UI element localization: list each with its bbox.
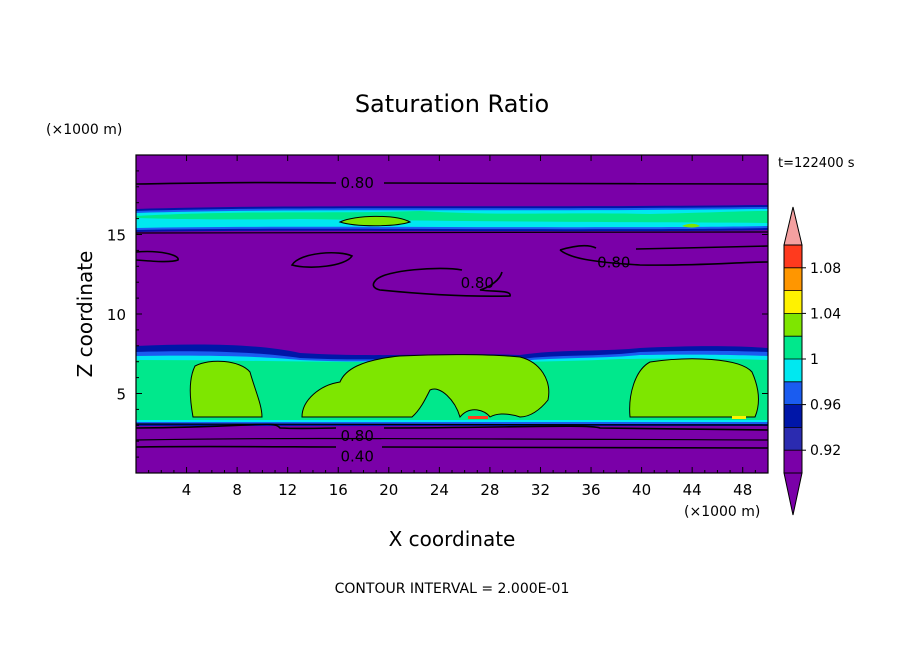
x-tick-label: 36 [581, 481, 600, 499]
x-tick-label: 40 [632, 481, 651, 499]
contour-interval-footer: CONTOUR INTERVAL = 2.000E-01 [335, 581, 570, 597]
x-tick-label: 32 [531, 481, 550, 499]
x-tick-label: 20 [379, 481, 398, 499]
colorbar-tick-label: 1.08 [810, 261, 841, 277]
x-tick-label: 28 [480, 481, 499, 499]
colorbar-segment [784, 404, 802, 428]
colorbar-segment [784, 450, 802, 473]
plot-area: 0.80 0.80 0.80 0.80 0.40 [136, 155, 768, 473]
x-tick-label: 12 [278, 481, 297, 499]
y-unit-label: (×1000 m) [46, 122, 122, 138]
colorbar-segment [784, 313, 802, 337]
x-tick-label: 4 [182, 481, 192, 499]
contour-labels: 0.80 0.80 0.80 0.80 0.40 [340, 174, 630, 465]
x-tick-label: 16 [329, 481, 348, 499]
colorbar-tick-label: 0.96 [810, 398, 841, 414]
colorbar-segment [784, 245, 802, 268]
x-unit-label: (×1000 m) [684, 504, 760, 520]
x-axis-label: X coordinate [389, 527, 516, 551]
colorbar-segment [784, 267, 802, 291]
contour-label: 0.80 [340, 427, 373, 445]
colorbar-tick-label: 1 [810, 352, 819, 368]
x-tick-label: 44 [683, 481, 702, 499]
lower-saturation-layer [136, 344, 768, 426]
y-axis-ticks: 5 10 15 [107, 170, 768, 458]
colorbar-tick-label: 0.92 [810, 443, 841, 459]
y-tick-label: 10 [107, 306, 126, 324]
colorbar-segment [784, 336, 802, 359]
colorbar-upper-extend [783, 206, 803, 246]
upper-saturation-layer [136, 205, 768, 232]
x-tick-label: 8 [232, 481, 242, 499]
contour-label: 0.40 [340, 448, 373, 466]
colorbar-lower-extend [783, 472, 803, 516]
colorbar-segment [784, 290, 802, 314]
colorbar-segment [784, 381, 802, 405]
colorbar-tick-label: 1.04 [810, 306, 841, 322]
time-label: t=122400 s [778, 156, 855, 171]
y-axis-label: Z coordinate [73, 251, 97, 378]
colorbar-segment [784, 427, 802, 451]
y-tick-label: 15 [107, 227, 126, 245]
x-tick-label: 24 [430, 481, 449, 499]
x-axis-ticks: 4 8 12 16 20 24 28 32 36 40 44 48 [148, 155, 756, 499]
x-tick-label: 48 [733, 481, 752, 499]
colorbar: 0.92 0.96 1 1.04 1.08 [783, 206, 841, 516]
contour-label: 0.80 [461, 274, 494, 292]
chart-title: Saturation Ratio [355, 90, 549, 118]
contour-label: 0.80 [597, 254, 630, 272]
contour-label: 0.80 [340, 174, 373, 192]
y-tick-label: 5 [116, 386, 126, 404]
colorbar-segment [784, 359, 802, 382]
